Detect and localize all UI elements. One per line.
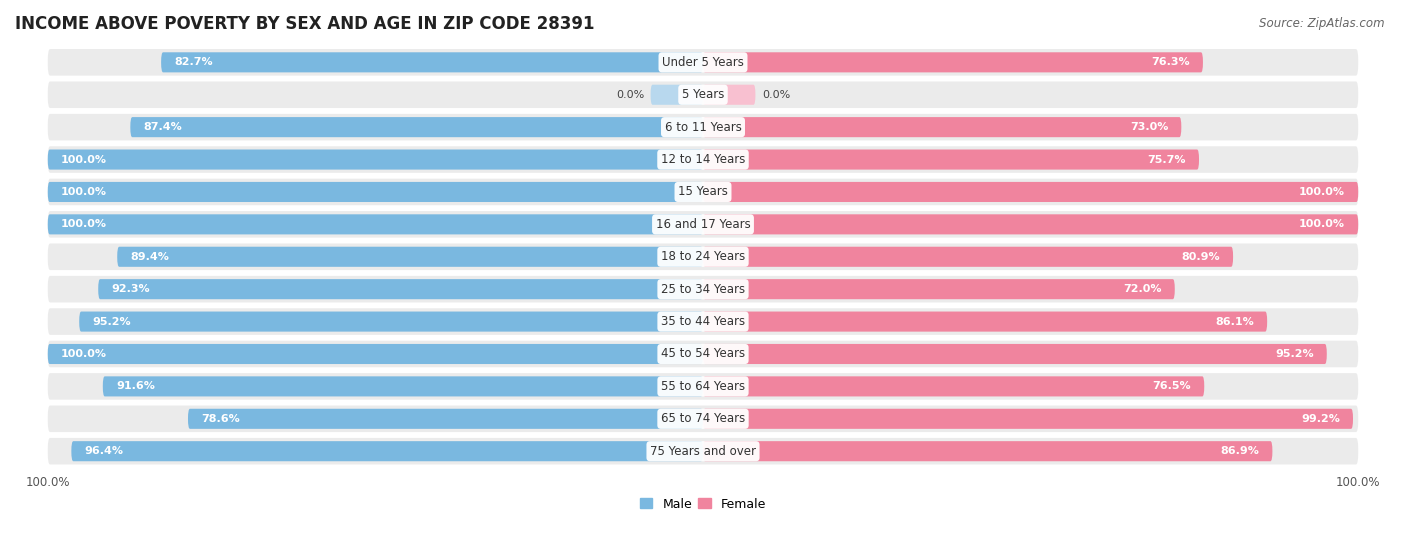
FancyBboxPatch shape: [48, 373, 1358, 400]
Text: Under 5 Years: Under 5 Years: [662, 56, 744, 69]
FancyBboxPatch shape: [72, 441, 703, 461]
Text: 35 to 44 Years: 35 to 44 Years: [661, 315, 745, 328]
Text: 96.4%: 96.4%: [84, 446, 124, 456]
Text: 0.0%: 0.0%: [762, 90, 790, 100]
FancyBboxPatch shape: [703, 279, 1175, 299]
Text: 86.1%: 86.1%: [1215, 316, 1254, 326]
Text: Source: ZipAtlas.com: Source: ZipAtlas.com: [1260, 17, 1385, 30]
Text: 92.3%: 92.3%: [111, 284, 150, 294]
FancyBboxPatch shape: [703, 85, 755, 105]
FancyBboxPatch shape: [117, 247, 703, 267]
FancyBboxPatch shape: [703, 53, 1204, 72]
FancyBboxPatch shape: [703, 117, 1181, 137]
FancyBboxPatch shape: [703, 247, 1233, 267]
Text: INCOME ABOVE POVERTY BY SEX AND AGE IN ZIP CODE 28391: INCOME ABOVE POVERTY BY SEX AND AGE IN Z…: [15, 15, 595, 33]
Legend: Male, Female: Male, Female: [636, 492, 770, 516]
Text: 76.3%: 76.3%: [1152, 58, 1189, 67]
FancyBboxPatch shape: [48, 344, 703, 364]
Text: 87.4%: 87.4%: [143, 122, 183, 132]
Text: 18 to 24 Years: 18 to 24 Years: [661, 250, 745, 263]
Text: 5 Years: 5 Years: [682, 88, 724, 101]
Text: 80.9%: 80.9%: [1181, 252, 1220, 262]
FancyBboxPatch shape: [48, 214, 703, 234]
FancyBboxPatch shape: [162, 53, 703, 72]
FancyBboxPatch shape: [703, 214, 1358, 234]
Text: 76.5%: 76.5%: [1153, 381, 1191, 391]
Text: 86.9%: 86.9%: [1220, 446, 1260, 456]
Text: 73.0%: 73.0%: [1130, 122, 1168, 132]
Text: 72.0%: 72.0%: [1123, 284, 1161, 294]
Text: 45 to 54 Years: 45 to 54 Years: [661, 348, 745, 361]
Text: 55 to 64 Years: 55 to 64 Years: [661, 380, 745, 393]
FancyBboxPatch shape: [48, 49, 1358, 75]
Text: 15 Years: 15 Years: [678, 186, 728, 198]
FancyBboxPatch shape: [703, 182, 1358, 202]
Text: 12 to 14 Years: 12 to 14 Years: [661, 153, 745, 166]
FancyBboxPatch shape: [48, 146, 1358, 173]
Text: 25 to 34 Years: 25 to 34 Years: [661, 283, 745, 296]
Text: 100.0%: 100.0%: [60, 154, 107, 164]
Text: 95.2%: 95.2%: [1275, 349, 1313, 359]
Text: 100.0%: 100.0%: [60, 219, 107, 229]
FancyBboxPatch shape: [703, 441, 1272, 461]
Text: 75.7%: 75.7%: [1147, 154, 1185, 164]
FancyBboxPatch shape: [48, 340, 1358, 367]
Text: 6 to 11 Years: 6 to 11 Years: [665, 121, 741, 134]
FancyBboxPatch shape: [703, 149, 1199, 169]
FancyBboxPatch shape: [651, 85, 703, 105]
FancyBboxPatch shape: [703, 344, 1327, 364]
Text: 16 and 17 Years: 16 and 17 Years: [655, 218, 751, 231]
FancyBboxPatch shape: [48, 149, 703, 169]
Text: 89.4%: 89.4%: [131, 252, 169, 262]
FancyBboxPatch shape: [703, 311, 1267, 331]
FancyBboxPatch shape: [48, 309, 1358, 335]
Text: 100.0%: 100.0%: [1299, 219, 1346, 229]
FancyBboxPatch shape: [48, 405, 1358, 432]
FancyBboxPatch shape: [48, 82, 1358, 108]
Text: 99.2%: 99.2%: [1301, 414, 1340, 424]
FancyBboxPatch shape: [48, 182, 703, 202]
Text: 82.7%: 82.7%: [174, 58, 212, 67]
FancyBboxPatch shape: [48, 276, 1358, 302]
Text: 100.0%: 100.0%: [1299, 187, 1346, 197]
FancyBboxPatch shape: [188, 409, 703, 429]
FancyBboxPatch shape: [131, 117, 703, 137]
FancyBboxPatch shape: [79, 311, 703, 331]
FancyBboxPatch shape: [48, 114, 1358, 140]
FancyBboxPatch shape: [703, 409, 1353, 429]
Text: 0.0%: 0.0%: [616, 90, 644, 100]
FancyBboxPatch shape: [703, 376, 1205, 396]
FancyBboxPatch shape: [103, 376, 703, 396]
FancyBboxPatch shape: [48, 438, 1358, 465]
FancyBboxPatch shape: [48, 211, 1358, 238]
FancyBboxPatch shape: [48, 244, 1358, 270]
Text: 65 to 74 Years: 65 to 74 Years: [661, 413, 745, 425]
FancyBboxPatch shape: [98, 279, 703, 299]
Text: 78.6%: 78.6%: [201, 414, 240, 424]
Text: 100.0%: 100.0%: [60, 349, 107, 359]
Text: 91.6%: 91.6%: [115, 381, 155, 391]
Text: 100.0%: 100.0%: [60, 187, 107, 197]
FancyBboxPatch shape: [48, 179, 1358, 205]
Text: 75 Years and over: 75 Years and over: [650, 445, 756, 458]
Text: 95.2%: 95.2%: [93, 316, 131, 326]
